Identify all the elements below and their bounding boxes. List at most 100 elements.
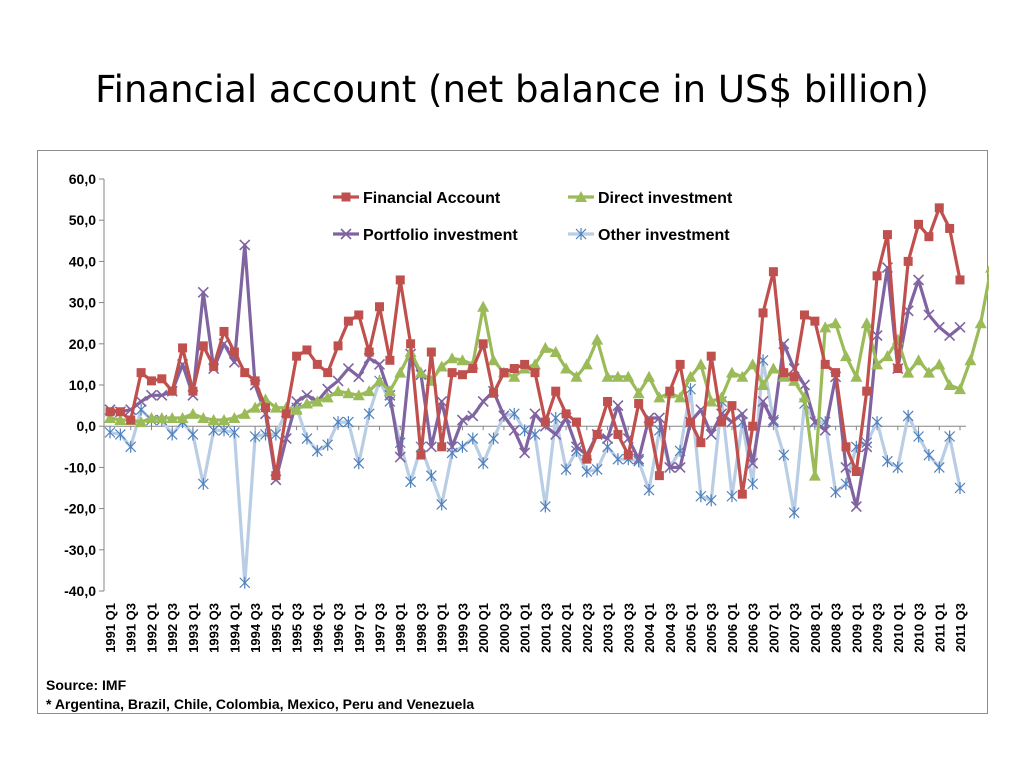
data-point xyxy=(612,400,624,412)
data-point xyxy=(810,316,820,326)
data-point xyxy=(519,424,531,437)
data-point xyxy=(519,447,531,459)
data-point xyxy=(862,386,872,396)
data-point xyxy=(385,355,395,365)
data-point xyxy=(974,317,987,329)
data-point xyxy=(332,416,344,429)
y-tick-label: -40,0 xyxy=(64,583,96,599)
legend-bg xyxy=(564,185,834,207)
data-point xyxy=(954,482,966,494)
data-point xyxy=(665,386,675,396)
data-point xyxy=(105,407,115,417)
data-point xyxy=(157,374,167,384)
data-point xyxy=(561,409,571,419)
data-point xyxy=(446,446,458,459)
x-tick-label: 2000 Q3 xyxy=(497,603,512,653)
data-point xyxy=(612,453,624,466)
data-point xyxy=(529,358,541,370)
x-tick-label: 1993 Q3 xyxy=(207,603,222,653)
data-point xyxy=(508,407,520,420)
data-point xyxy=(746,358,759,370)
data-point xyxy=(768,267,778,277)
x-tick-label: 2011 Q1 xyxy=(932,603,947,652)
data-point xyxy=(104,426,116,439)
x-tick-label: 1994 Q3 xyxy=(248,603,263,653)
data-point xyxy=(126,415,136,425)
data-point xyxy=(312,359,322,369)
data-point xyxy=(188,386,198,396)
x-tick-label: 2007 Q3 xyxy=(787,603,802,653)
data-point xyxy=(582,454,592,464)
data-point xyxy=(633,453,645,465)
data-point xyxy=(696,438,706,448)
data-point xyxy=(198,341,208,351)
data-point xyxy=(353,457,365,470)
data-point xyxy=(684,370,697,382)
data-point xyxy=(664,461,676,473)
x-tick-label: 1993 Q1 xyxy=(186,603,201,653)
data-point xyxy=(209,361,219,371)
data-point xyxy=(260,403,270,413)
data-point xyxy=(798,379,811,391)
data-point xyxy=(831,368,841,378)
y-tick-label: -30,0 xyxy=(64,542,96,558)
data-point xyxy=(302,345,312,355)
legend-bg xyxy=(329,185,599,207)
data-point xyxy=(943,379,956,390)
data-point xyxy=(300,397,313,409)
x-tick-label: 1991 Q1 xyxy=(103,603,118,653)
x-tick-label: 2010 Q1 xyxy=(891,603,906,653)
y-tick-label: 10,0 xyxy=(69,377,96,393)
data-point xyxy=(549,346,562,358)
data-point xyxy=(622,370,635,382)
data-point xyxy=(354,310,364,320)
series-layer xyxy=(104,203,989,589)
chart-frame: 60,0 50,0 40,0 30,0 20,0 10,0 0,0 -10,0 -20,0 -30… xyxy=(37,150,989,714)
data-point xyxy=(747,457,759,469)
data-point xyxy=(508,424,520,436)
data-point xyxy=(819,424,831,436)
data-point xyxy=(270,428,282,441)
data-point xyxy=(529,408,541,420)
data-point xyxy=(560,362,573,374)
data-point xyxy=(903,256,913,266)
data-point xyxy=(468,364,478,374)
data-point xyxy=(892,461,904,474)
x-tick-label: 2002 Q1 xyxy=(559,603,574,653)
data-point xyxy=(363,407,375,420)
data-point xyxy=(342,416,354,429)
data-point xyxy=(550,411,562,424)
x-tick-label: 2006 Q1 xyxy=(725,603,740,653)
data-point xyxy=(414,366,427,378)
data-point xyxy=(301,432,313,445)
data-point xyxy=(653,412,665,424)
data-point xyxy=(520,359,530,369)
x-tick-label: 1992 Q1 xyxy=(144,603,159,653)
data-point xyxy=(238,407,251,419)
x-tick-label: 2011 Q3 xyxy=(953,603,968,652)
data-point xyxy=(332,385,345,397)
data-point xyxy=(944,430,956,443)
data-point xyxy=(737,489,747,499)
data-point xyxy=(373,358,386,370)
data-point xyxy=(850,500,862,513)
data-point xyxy=(840,461,852,473)
line-chart: 60,0 50,0 40,0 30,0 20,0 10,0 0,0 -10,0 -20,0 -30… xyxy=(64,171,989,653)
data-point xyxy=(269,401,282,413)
data-point xyxy=(373,374,386,386)
data-point xyxy=(675,359,685,369)
data-point xyxy=(934,203,944,213)
data-point xyxy=(322,438,334,451)
data-point xyxy=(146,376,156,386)
data-point xyxy=(456,414,469,426)
data-point xyxy=(881,350,894,362)
x-tick-label: 2002 Q3 xyxy=(580,603,595,653)
data-point xyxy=(291,395,303,408)
data-point xyxy=(591,463,603,476)
data-point xyxy=(944,329,956,342)
x-tick-label: 2007 Q1 xyxy=(766,603,781,653)
data-point xyxy=(104,411,116,423)
data-point xyxy=(575,191,587,202)
x-tick-label: 1998 Q1 xyxy=(393,603,408,653)
data-point xyxy=(602,440,613,453)
